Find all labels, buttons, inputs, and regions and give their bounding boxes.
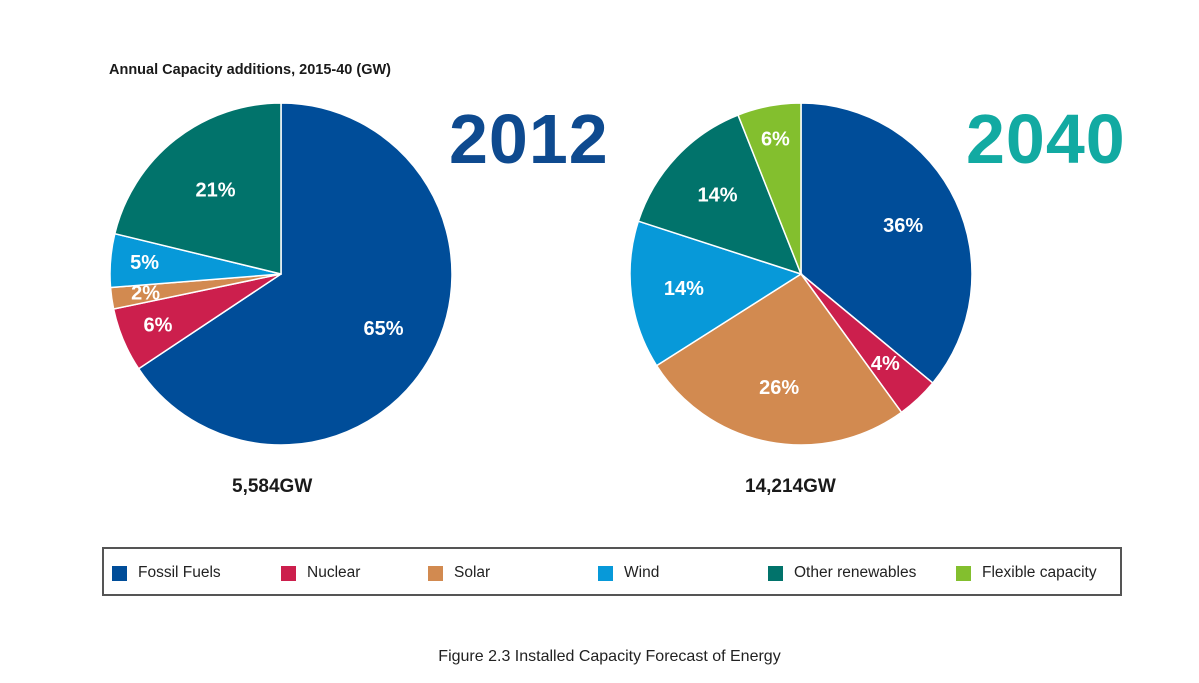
legend-item-wind: Wind: [598, 564, 659, 582]
pie-2040-label-wind: 14%: [664, 278, 704, 300]
legend-item-fossil-fuels: Fossil Fuels: [112, 564, 221, 582]
pie-2040-slice-solar: [655, 272, 903, 446]
pie-2040-label-other-renewables: 14%: [697, 185, 737, 207]
legend-swatch-nuclear: [281, 565, 296, 581]
pie-2040-label-solar: 26%: [759, 377, 799, 399]
year-2040-label: 2040: [966, 100, 1126, 178]
legend-swatch-flexible-capacity: [956, 565, 971, 581]
pie-2040-slice-other-renewables: [637, 114, 803, 276]
pie-2040-label-nuclear: 4%: [871, 353, 900, 375]
pie-2012-label-wind: 5%: [130, 252, 159, 274]
legend: Fossil Fuels Nuclear Solar Wind Other re…: [102, 547, 1122, 596]
legend-label-flexible-capacity: Flexible capacity: [982, 564, 1097, 581]
legend-swatch-wind: [598, 565, 613, 581]
legend-label-other-renewables: Other renewables: [794, 564, 917, 581]
pie-2040-label-flexible-capacity: 6%: [761, 129, 790, 151]
legend-label-nuclear: Nuclear: [307, 564, 361, 581]
legend-item-flexible-capacity: Flexible capacity: [956, 564, 1097, 582]
total-2012: 5,584GW: [232, 476, 313, 497]
pie-2012-label-solar: 2%: [131, 283, 160, 305]
legend-item-other-renewables: Other renewables: [768, 564, 916, 582]
pie-2012-slice-fossil-fuels: [137, 102, 453, 446]
pie-2040-slice-flexible-capacity: [737, 102, 802, 275]
pie-2040-label-fossil-fuels: 36%: [883, 215, 923, 237]
legend-label-wind: Wind: [624, 564, 660, 581]
pie-2040-slice-fossil-fuels: [800, 102, 973, 385]
legend-label-fossil-fuels: Fossil Fuels: [138, 564, 221, 581]
legend-swatch-other-renewables: [768, 565, 783, 581]
figure-caption: Figure 2.3 Installed Capacity Forecast o…: [438, 648, 781, 665]
total-2040: 14,214GW: [745, 476, 836, 497]
pie-2040-slice-wind: [629, 220, 803, 367]
legend-label-solar: Solar: [454, 564, 491, 581]
pie-2012-label-nuclear: 6%: [144, 315, 173, 337]
legend-swatch-solar: [428, 565, 443, 581]
legend-item-solar: Solar: [428, 564, 490, 582]
legend-swatch-fossil-fuels: [112, 565, 127, 581]
pie-2012-slice-other-renewables: [113, 102, 282, 275]
pie-2012-label-fossil-fuels: 65%: [363, 318, 403, 340]
year-2012-label: 2012: [449, 100, 609, 178]
chart-title: Annual Capacity additions, 2015-40 (GW): [109, 62, 391, 78]
legend-item-nuclear: Nuclear: [281, 564, 360, 582]
pie-2012-label-other-renewables: 21%: [195, 180, 235, 202]
